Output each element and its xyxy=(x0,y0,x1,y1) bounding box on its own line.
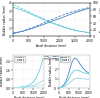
Y-axis label: Bubble radius (mm): Bubble radius (mm) xyxy=(0,56,4,86)
X-axis label: Axial distance (mm): Axial distance (mm) xyxy=(14,96,44,98)
Legend: Case A, Case B, Case C: Case A, Case B, Case C xyxy=(60,56,70,62)
Y-axis label: Bubble radius (mm): Bubble radius (mm) xyxy=(49,56,53,86)
Legend: Case 1, Case 2, Case 3: Case 1, Case 2, Case 3 xyxy=(14,56,24,62)
X-axis label: Axial distance (mm): Axial distance (mm) xyxy=(36,44,67,48)
Legend: Monolayer, Multilayer, Monolayer T, Multilayer T: Monolayer, Multilayer, Monolayer T, Mult… xyxy=(36,55,67,59)
Y-axis label: Bubble radius (mm): Bubble radius (mm) xyxy=(3,5,7,35)
X-axis label: Axial distance (mm): Axial distance (mm) xyxy=(59,96,90,98)
